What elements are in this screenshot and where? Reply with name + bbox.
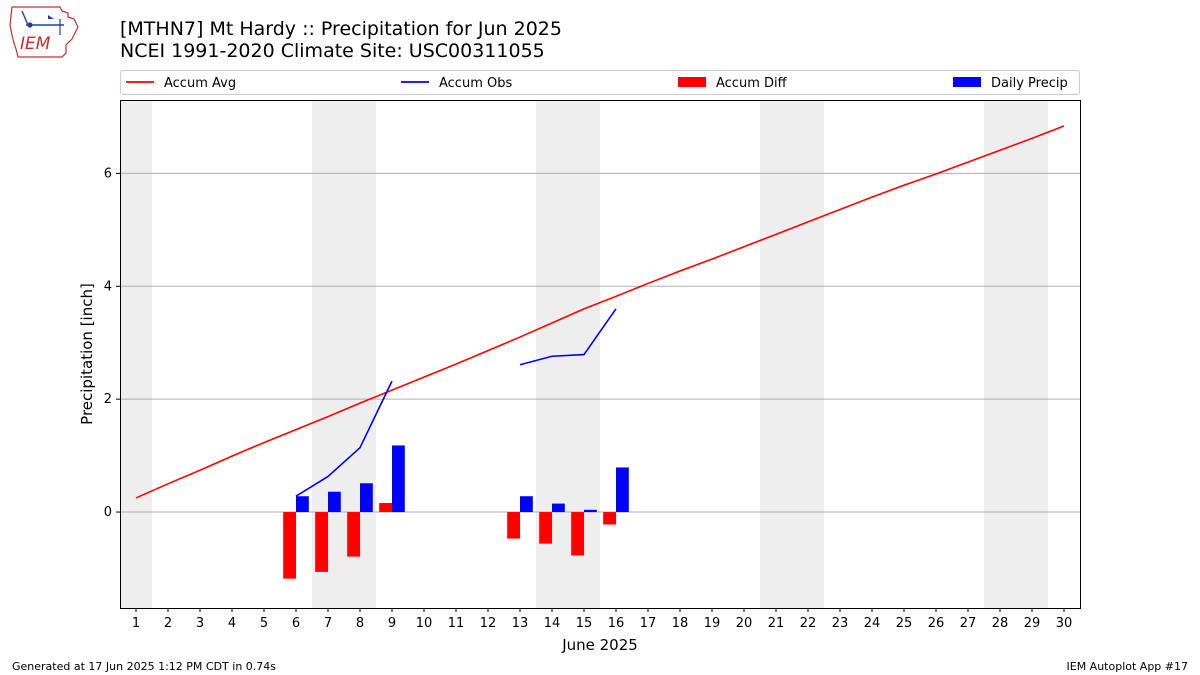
x-tick-label: 8 [356,616,364,631]
footer-generated: Generated at 17 Jun 2025 1:12 PM CDT in … [12,660,277,673]
chart-subtitle: NCEI 1991-2020 Climate Site: USC00311055 [120,40,545,62]
x-tick-label: 29 [1024,616,1041,631]
y-axis-label: Precipitation [inch] [78,283,96,425]
accum-diff-bar [315,512,328,572]
x-tick-label: 4 [228,616,236,631]
y-tick-label: 6 [104,166,112,181]
x-tick-label: 6 [292,616,300,631]
x-tick-label: 12 [480,616,497,631]
weekend-shade [984,100,1048,608]
daily-precip-bar [616,467,629,513]
x-tick-label: 2 [164,616,172,631]
accum-avg-line [135,125,1065,499]
daily-precip-bar [552,503,565,513]
x-tick-label: 3 [196,616,204,631]
y-tick-label: 4 [104,279,112,294]
weekend-shade [760,100,824,608]
accum-obs-line [519,308,617,366]
x-tick-label: 18 [672,616,689,631]
x-tick-label: 13 [512,616,529,631]
x-tick-label: 11 [448,616,465,631]
daily-precip-bar [520,496,533,513]
daily-precip-bar [392,445,405,513]
legend-bar-swatch [678,77,706,87]
x-tick-label: 25 [896,616,913,631]
legend-label: Daily Precip [991,76,1068,91]
legend-label: Accum Diff [716,76,788,91]
x-tick-label: 28 [992,616,1009,631]
x-tick-label: 1 [132,616,140,631]
x-tick-label: 17 [640,616,657,631]
footer-app: IEM Autoplot App #17 [1066,660,1189,673]
x-tick-label: 24 [864,616,881,631]
x-tick-label: 27 [960,616,977,631]
x-tick-label: 19 [704,616,721,631]
accum-obs-line [295,380,393,497]
iem-logo: IEM [9,6,79,58]
accum-diff-bar [283,512,296,579]
y-tick-label: 2 [104,392,112,407]
legend-box [120,70,1080,95]
x-tick-label: 16 [608,616,625,631]
x-tick-label: 7 [324,616,332,631]
x-tick-label: 20 [736,616,753,631]
accum-diff-bar [379,503,392,513]
legend-label: Accum Avg [164,76,236,91]
legend-bar-swatch [953,77,981,87]
daily-precip-bar [584,509,597,513]
accum-diff-bar [539,512,552,544]
plot-frame [120,100,1081,609]
x-tick-label: 22 [800,616,817,631]
x-tick-label: 23 [832,616,849,631]
accum-diff-bar [347,512,360,557]
y-tick-label: 0 [104,505,112,520]
accum-diff-bar [603,512,616,525]
x-tick-label: 9 [388,616,396,631]
daily-precip-bar [360,483,373,513]
accum-diff-bar [571,512,584,556]
legend-label: Accum Obs [439,76,512,91]
x-tick-label: 5 [260,616,268,631]
x-axis-label: June 2025 [561,636,638,654]
accum-diff-bar [507,512,520,539]
legend: Accum Avg Accum Obs Accum Diff Daily Precip [120,70,1080,95]
x-tick-label: 30 [1056,616,1073,631]
x-tick-label: 26 [928,616,945,631]
x-tick-label: 14 [544,616,561,631]
daily-precip-bar [296,496,309,513]
logo-text: IEM [20,34,51,54]
chart-title: [MTHN7] Mt Hardy :: Precipitation for Ju… [120,18,562,40]
weekend-shade [120,100,152,608]
daily-precip-bar [328,491,341,513]
x-tick-label: 21 [768,616,785,631]
x-tick-label: 15 [576,616,593,631]
x-tick-label: 10 [416,616,433,631]
